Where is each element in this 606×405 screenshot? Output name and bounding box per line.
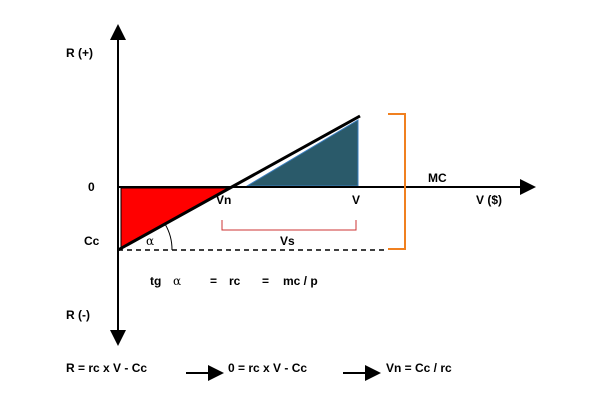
vn-label: Vn <box>216 193 231 207</box>
y-axis-bottom-label: R (-) <box>66 308 90 322</box>
alpha-arc <box>164 223 173 251</box>
v-label: V <box>352 193 360 207</box>
formula-bottom-1: R = rc x V - Cc <box>66 361 147 375</box>
x-axis-label: V ($) <box>476 193 502 207</box>
formula-eq2: = <box>262 274 269 288</box>
formula-mcp: mc / p <box>283 274 318 288</box>
formula-alpha: α <box>173 274 181 288</box>
vs-bracket <box>221 220 357 231</box>
cc-label: Cc <box>84 234 100 248</box>
formula-eq1: = <box>210 274 217 288</box>
profit-area <box>245 119 359 187</box>
y-axis-top-label: R (+) <box>66 46 93 60</box>
zero-label: 0 <box>88 180 95 194</box>
revenue-line <box>117 114 361 252</box>
formula-bottom-3: Vn = Cc / rc <box>386 361 452 375</box>
mc-bracket <box>388 113 406 250</box>
alpha-label: α <box>146 234 154 248</box>
formula-tg: tg <box>150 274 161 288</box>
mc-label: MC <box>428 171 447 185</box>
formula-bottom-2: 0 = rc x V - Cc <box>228 361 307 375</box>
vs-label: Vs <box>280 234 295 248</box>
formula-rc: rc <box>229 274 241 288</box>
